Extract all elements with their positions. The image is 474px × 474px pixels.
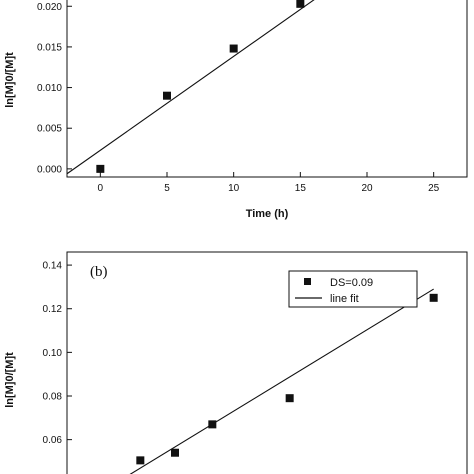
panel-b-fit-line (129, 288, 434, 474)
data-point (429, 293, 438, 302)
panel-b-label: (b) (90, 264, 108, 280)
data-point (96, 164, 105, 173)
panel-b-points (136, 293, 438, 465)
panel-a-y-ticks: 0.000 0.005 0.010 0.015 0.020 (37, 2, 72, 175)
panel-a: 0.000 0.005 0.010 0.015 0.020 0 5 10 15 20 25 Tim… (4, 0, 468, 220)
data-point (229, 44, 238, 53)
y-tick-label: 0.12 (43, 304, 63, 315)
panel-a-x-ticks: 0 5 10 15 20 25 (98, 172, 440, 194)
y-tick-label: 0.10 (43, 348, 63, 359)
legend-marker-square (304, 278, 311, 285)
legend-label-fit: line fit (330, 293, 359, 305)
fit-line (129, 288, 434, 474)
panel-a-fit-line (66, 0, 315, 175)
data-point (171, 448, 179, 457)
panel-b-y-ticks: 0.040.060.080.100.120.14 (43, 261, 72, 446)
panel-b: (b) 0.040.060.080.100.120.14 ln[M]0/[M]t… (4, 251, 468, 474)
x-tick-label: 25 (428, 183, 440, 194)
y-tick-label: 0.06 (43, 435, 63, 446)
panel-b-y-axis-label: ln[M]0/[M]t (4, 352, 16, 408)
y-tick-label: 0.010 (37, 83, 62, 94)
data-point (285, 394, 294, 403)
legend-box (288, 270, 418, 308)
data-point (296, 0, 305, 8)
data-point (163, 91, 171, 100)
panel-b-legend: DS=0.09 line fit (288, 270, 418, 308)
fit-line (66, 0, 315, 175)
x-tick-label: 10 (228, 183, 240, 194)
y-tick-label: 0.000 (37, 164, 62, 175)
panel-a-x-axis-label: Time (h) (246, 208, 289, 220)
panel-a-points (96, 0, 305, 173)
panel-a-plot-frame (66, 0, 468, 178)
panel-a-y-axis-label: ln[M]0/[M]t (4, 52, 16, 108)
y-tick-label: 0.020 (37, 2, 62, 13)
panel-b-plot-frame (66, 251, 468, 474)
data-point (208, 420, 217, 429)
y-tick-label: 0.08 (43, 392, 63, 403)
y-tick-label: 0.005 (37, 124, 62, 135)
data-point (136, 456, 145, 465)
legend-label-series: DS=0.09 (330, 277, 373, 289)
y-tick-label: 0.14 (43, 261, 63, 272)
x-tick-label: 15 (295, 183, 307, 194)
x-tick-label: 0 (98, 183, 104, 194)
x-tick-label: 20 (361, 183, 373, 194)
y-tick-label: 0.015 (37, 42, 62, 53)
x-tick-label: 5 (164, 183, 170, 194)
